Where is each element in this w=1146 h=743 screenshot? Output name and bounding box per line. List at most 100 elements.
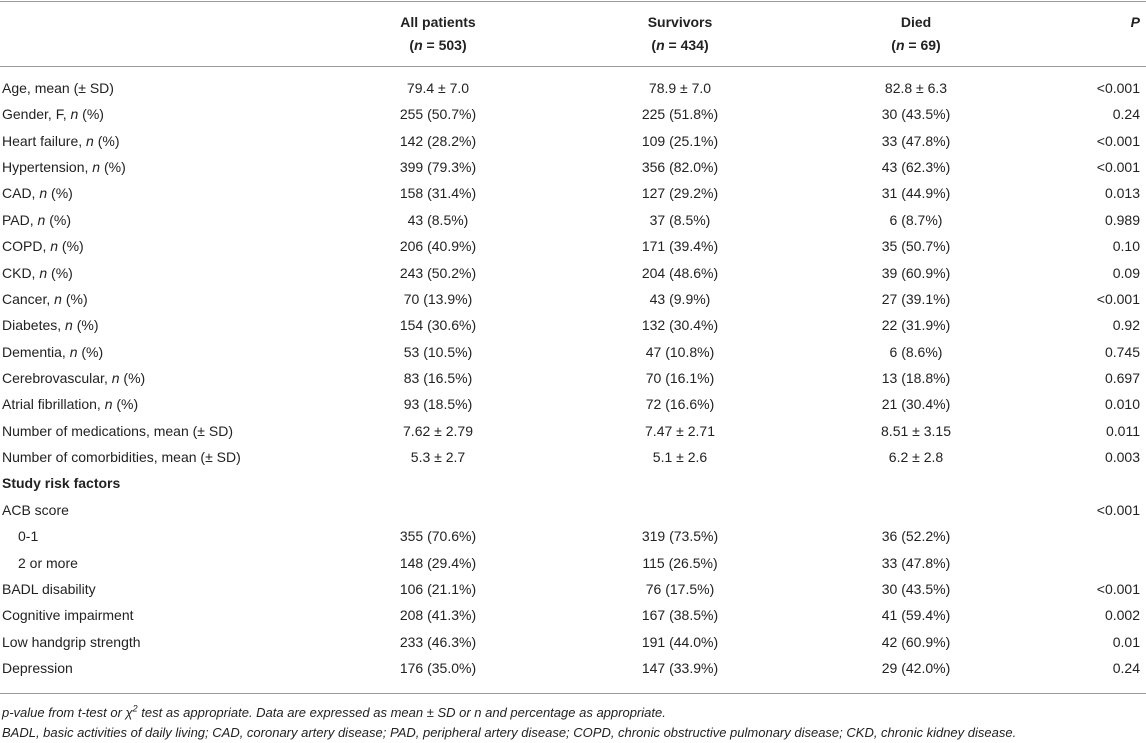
- cell-value: 0.989: [1104, 211, 1140, 228]
- row-label: ACB score: [2, 501, 69, 519]
- text-run: Depression: [2, 660, 73, 676]
- cell-value: 167 (38.5%): [641, 607, 719, 624]
- column-header: All patients: [400, 13, 475, 31]
- row-label: Heart failure, n (%): [2, 132, 120, 150]
- cell-value: 142 (28.2%): [399, 132, 477, 149]
- cell-value: 0.011: [1106, 422, 1140, 439]
- text-run: n: [65, 317, 73, 334]
- row-label: Diabetes, n (%): [2, 316, 99, 334]
- row-label: Cancer, n (%): [2, 290, 88, 308]
- cell-value: 106 (21.1%): [399, 580, 477, 597]
- text-run: n: [50, 238, 59, 255]
- cell-value: 30 (43.5%): [881, 106, 951, 123]
- text-run: n: [86, 132, 94, 149]
- column-header-n: (n = 69): [891, 36, 940, 54]
- row-label: Depression: [2, 659, 73, 677]
- cell-value: <0.001: [1096, 501, 1140, 518]
- text-run: ACB score: [2, 501, 69, 518]
- cell-value: 0.09: [1112, 264, 1140, 281]
- cell-value: 115 (26.5%): [642, 554, 718, 571]
- text-run: n: [92, 159, 101, 176]
- cell-value: 39 (60.9%): [881, 264, 951, 281]
- text-run: = 503): [422, 37, 467, 53]
- cell-value: <0.001: [1096, 159, 1140, 176]
- text-run: (%): [61, 290, 88, 307]
- cell-value: 22 (31.9%): [881, 317, 951, 334]
- cell-value: 70 (13.9%): [403, 290, 473, 307]
- cell-value: 0.002: [1104, 607, 1140, 624]
- cell-value: 7.62 ± 2.79: [403, 422, 473, 439]
- row-label: Atrial fibrillation, n (%): [2, 395, 138, 413]
- text-run: (%): [58, 238, 84, 255]
- cell-value: 0.013: [1104, 185, 1140, 202]
- text-run: n: [414, 37, 423, 53]
- cell-value: 37 (8.5%): [649, 211, 711, 228]
- text-run: n: [54, 290, 62, 307]
- text-run: n: [111, 370, 120, 386]
- bottom-rule: [0, 693, 1146, 694]
- cell-value: <0.001: [1096, 132, 1140, 149]
- cell-value: 41 (59.4%): [881, 607, 951, 624]
- cell-value: 0.92: [1112, 317, 1140, 334]
- text-run: Number of comorbidities, mean (± SD): [2, 449, 241, 466]
- cell-value: 79.4 ± 7.0: [406, 80, 470, 96]
- column-header: P: [1131, 13, 1140, 31]
- text-run: (%): [72, 317, 99, 334]
- cell-value: 21 (30.4%): [881, 396, 951, 413]
- text-run: Diabetes,: [2, 317, 66, 334]
- cell-value: 78.9 ± 7.0: [648, 80, 712, 96]
- cell-value: 13 (18.8%): [881, 370, 951, 386]
- text-run: n: [656, 37, 665, 53]
- text-run: n: [104, 396, 113, 413]
- row-label: CKD, n (%): [2, 264, 73, 282]
- row-label: Hypertension, n (%): [2, 158, 126, 176]
- row-label: Number of comorbidities, mean (± SD): [2, 448, 241, 466]
- text-run: 2 or more: [18, 554, 78, 571]
- row-label: COPD, n (%): [2, 237, 84, 255]
- cell-value: 176 (35.0%): [399, 660, 477, 676]
- cell-value: 356 (82.0%): [641, 159, 719, 176]
- cell-value: 83 (16.5%): [403, 370, 473, 386]
- text-run: (: [651, 37, 657, 53]
- column-header-n: (n = 434): [651, 36, 708, 54]
- footnote: BADL, basic activities of daily living; …: [2, 724, 1016, 742]
- text-run: Survivors: [647, 14, 713, 30]
- cell-value: 191 (44.0%): [641, 633, 719, 650]
- text-run: 2: [132, 703, 138, 714]
- text-run: Cerebrovascular,: [2, 370, 112, 386]
- cell-value: 7.47 ± 2.71: [645, 422, 715, 439]
- text-run: Dementia,: [2, 343, 70, 360]
- text-run: CAD,: [2, 185, 40, 202]
- text-run: COPD,: [2, 238, 51, 255]
- cell-value: 0.24: [1112, 660, 1140, 676]
- text-run: (%): [93, 132, 120, 149]
- cell-value: 171 (39.4%): [641, 238, 719, 255]
- cell-value: <0.001: [1096, 580, 1140, 597]
- text-run: Cancer,: [2, 290, 55, 307]
- cell-value: 355 (70.6%): [399, 528, 477, 545]
- cell-value: 76 (17.5%): [645, 580, 715, 597]
- footnote: p-value from t-test or χ2 test as approp…: [2, 704, 666, 722]
- cell-value: 147 (33.9%): [641, 660, 719, 676]
- text-run: (%): [45, 211, 71, 228]
- cell-value: 127 (29.2%): [641, 185, 719, 202]
- cell-value: 233 (46.3%): [399, 633, 477, 650]
- text-run: n: [39, 264, 48, 281]
- cell-value: 158 (31.4%): [399, 185, 477, 202]
- cell-value: 43 (9.9%): [649, 290, 711, 307]
- cell-value: 0.010: [1104, 396, 1140, 413]
- cell-value: 47 (10.8%): [645, 343, 715, 360]
- cell-value: 29 (42.0%): [881, 660, 951, 676]
- cell-value: 0.10: [1112, 238, 1140, 255]
- row-label: Cerebrovascular, n (%): [2, 369, 145, 387]
- row-label: CAD, n (%): [2, 184, 73, 202]
- text-run: Hypertension,: [2, 159, 93, 176]
- text-run: CKD,: [2, 264, 40, 281]
- text-run: Gender, F,: [2, 106, 71, 123]
- cell-value: 5.1 ± 2.6: [652, 449, 708, 466]
- row-label: 2 or more: [18, 554, 78, 572]
- cell-value: 33 (47.8%): [881, 554, 951, 571]
- cell-value: 132 (30.4%): [641, 317, 719, 334]
- row-label: Cognitive impairment: [2, 606, 134, 624]
- text-run: n: [39, 185, 48, 202]
